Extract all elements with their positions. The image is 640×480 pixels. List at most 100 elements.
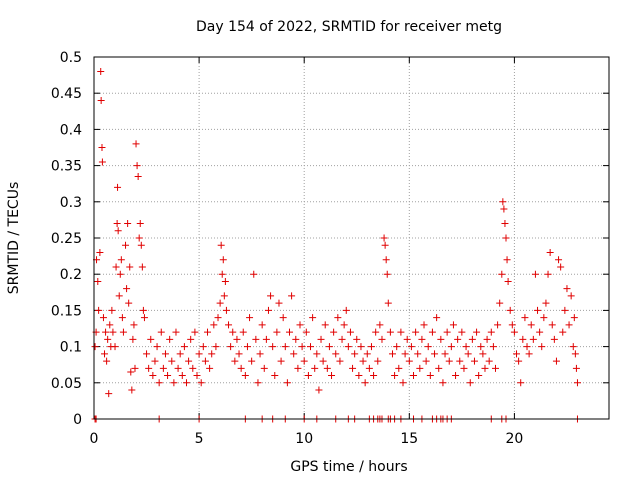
data-point [466,379,474,387]
data-point [128,386,136,394]
y-tick-label: 0.15 [51,303,82,319]
data-point [302,328,310,336]
data-point [361,379,369,387]
data-point [237,364,245,372]
x-tick-label: 20 [505,431,523,447]
data-point [116,270,124,278]
data-point [332,350,340,358]
data-point [157,328,165,336]
data-point [106,321,114,329]
data-point [112,263,120,271]
data-point [113,220,121,228]
data-point [416,364,424,372]
data-point [115,292,123,300]
data-point [246,314,254,322]
data-point [250,270,258,278]
data-point [550,335,558,343]
data-point [243,343,251,351]
data-point [395,364,403,372]
data-point [473,328,481,336]
data-point [103,357,111,365]
data-point [178,372,186,380]
data-point [544,270,552,278]
data-point [271,372,279,380]
data-point [572,364,580,372]
data-point [98,158,106,166]
data-point [565,321,573,329]
data-point [338,335,346,343]
data-point [94,277,102,285]
data-point [399,379,407,387]
y-tick-label: 0.4 [60,122,82,138]
data-point [151,357,159,365]
data-point [449,321,457,329]
data-point [460,364,468,372]
data-point [135,234,143,242]
grid-lines [94,57,609,419]
data-point [218,270,226,278]
data-point [499,198,507,206]
x-tick-label: 5 [195,431,204,447]
data-point [109,328,117,336]
data-point [428,328,436,336]
data-point [155,379,163,387]
data-point [349,364,357,372]
data-point [503,256,511,264]
data-point [117,256,125,264]
data-point [513,350,521,358]
data-point [401,350,409,358]
data-point [161,350,169,358]
data-point [357,343,365,351]
y-tick-label: 0.25 [51,231,82,247]
data-point [227,343,235,351]
data-point [143,350,151,358]
data-point [298,343,306,351]
data-point [241,372,249,380]
data-point [447,343,455,351]
data-point [317,335,325,343]
y-axis-title: SRMTID / TECUs [6,182,22,295]
data-point [475,372,483,380]
data-point [97,67,105,75]
data-point [433,314,441,322]
data-point [130,321,138,329]
data-point [204,328,212,336]
data-point [111,343,119,351]
y-tick-label: 0.35 [51,159,82,175]
data-point [225,321,233,329]
data-points [91,67,581,423]
data-point [508,321,516,329]
data-point [456,357,464,365]
data-point [147,335,155,343]
data-point [570,314,578,322]
data-point [521,314,529,322]
y-tick-label: 0.5 [60,50,82,66]
data-point [378,335,386,343]
data-point [140,314,148,322]
data-point [412,328,420,336]
plot-frame [93,56,610,420]
data-point [206,364,214,372]
data-point [424,343,432,351]
data-point [114,183,122,191]
data-point [330,328,338,336]
data-point [254,379,262,387]
data-point [431,350,439,358]
data-point [91,343,99,351]
data-point [328,372,336,380]
data-point [193,372,201,380]
data-point [483,335,491,343]
data-point [187,335,195,343]
data-point [279,314,287,322]
data-point [275,299,283,307]
data-point [133,162,141,170]
data-point [149,372,157,380]
data-point [519,335,527,343]
data-point [185,357,193,365]
data-point [233,335,241,343]
data-point [506,306,514,314]
data-point [468,335,476,343]
data-point [256,350,264,358]
data-point [159,364,167,372]
data-point [496,299,504,307]
